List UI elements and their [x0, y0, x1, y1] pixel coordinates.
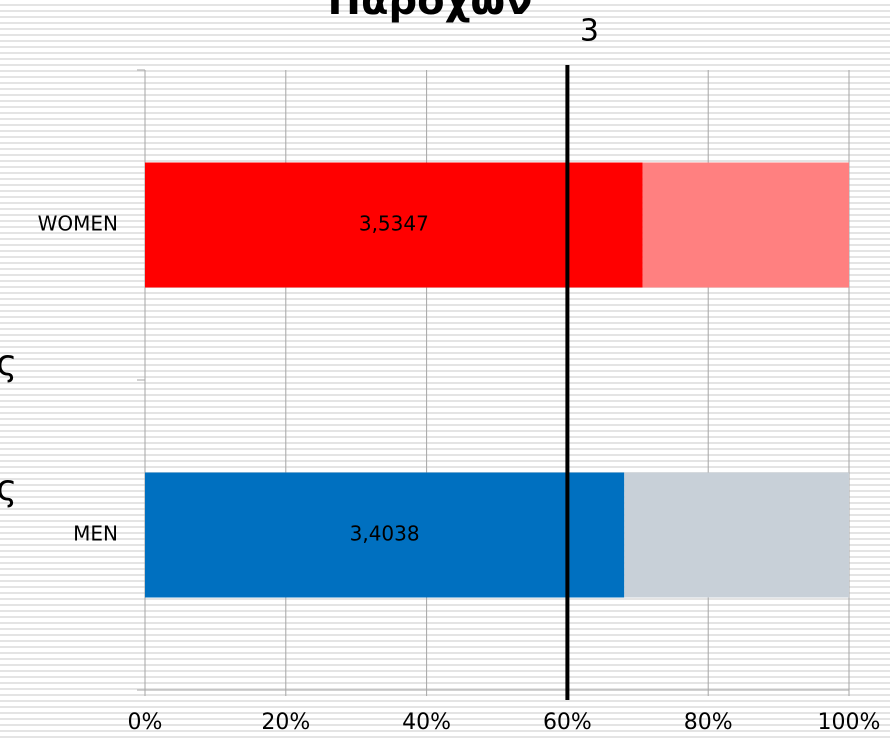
bar-segment	[145, 162, 643, 288]
bar-segment	[624, 472, 849, 598]
x-tick-label: 80%	[684, 710, 733, 735]
x-tick-label: 0%	[128, 710, 163, 735]
y-tick-label: WOMEN	[38, 212, 118, 236]
data-label: 3,4038	[350, 522, 420, 546]
side-fragment: ς	[0, 468, 17, 509]
x-tick-label: 20%	[261, 710, 310, 735]
data-label: 3,5347	[359, 212, 429, 236]
chart-title: Παροχών	[328, 0, 533, 24]
side-fragment: ς	[0, 343, 17, 384]
x-tick-label: 100%	[818, 710, 881, 735]
y-tick-label: MEN	[73, 522, 118, 546]
bar-segment	[642, 162, 849, 288]
x-tick-label: 60%	[543, 710, 592, 735]
bar-segment	[145, 472, 625, 598]
x-tick-label: 40%	[402, 710, 451, 735]
reference-label: 3	[580, 14, 599, 49]
